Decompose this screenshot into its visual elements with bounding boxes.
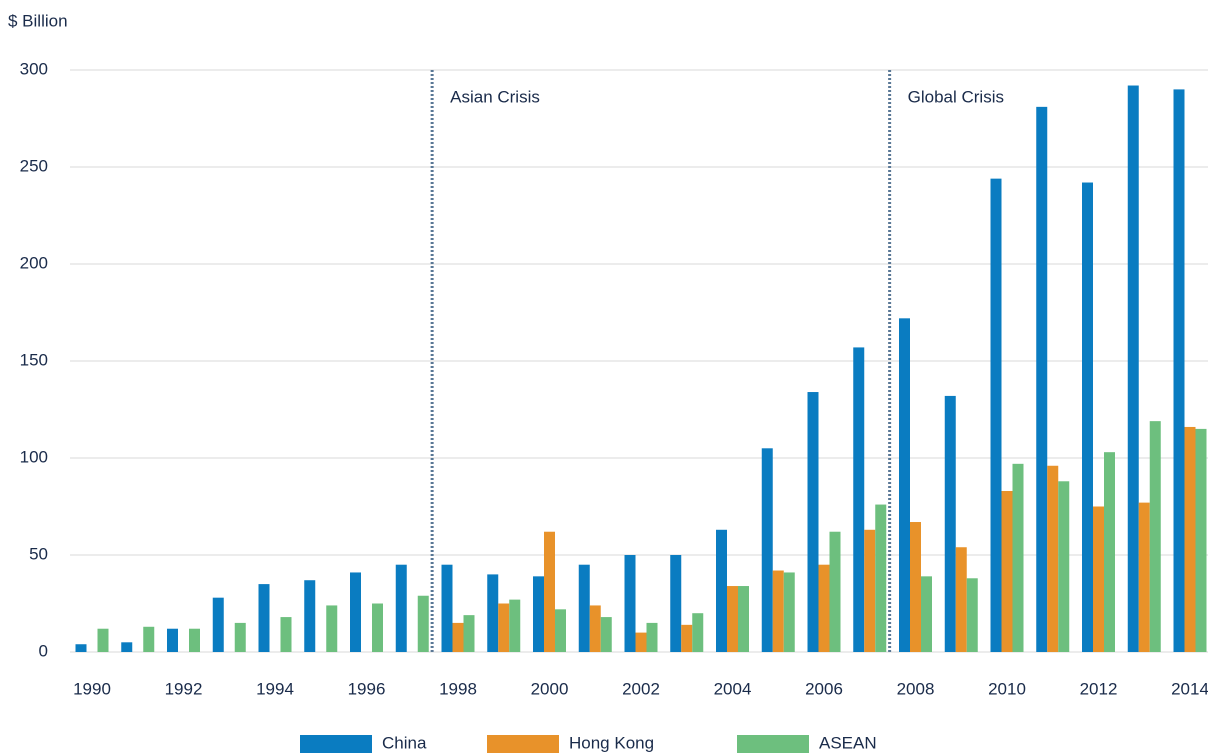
x-tick-label: 1998 <box>439 679 477 698</box>
x-tick-label: 2014 <box>1171 679 1208 698</box>
y-tick-label: 200 <box>20 253 48 272</box>
bar <box>681 624 693 652</box>
bar <box>452 622 464 652</box>
bar <box>417 595 429 652</box>
bar <box>544 531 555 652</box>
bar <box>589 605 601 652</box>
y-axis-label: $ Billion <box>8 11 68 30</box>
bar <box>555 609 566 652</box>
x-tick-label: 2008 <box>897 679 935 698</box>
bar <box>1127 85 1139 652</box>
bar <box>326 605 338 652</box>
x-tick-label: 2010 <box>988 679 1026 698</box>
bar <box>738 586 749 652</box>
bar <box>1104 452 1115 652</box>
y-tick-label: 100 <box>20 447 48 466</box>
bar <box>818 564 830 652</box>
legend-swatch <box>487 735 559 753</box>
annotation: Asian Crisis <box>450 87 540 106</box>
x-tick-label: 1994 <box>256 679 294 698</box>
x-tick-label: 2006 <box>805 679 843 698</box>
bar <box>990 178 1002 652</box>
bar <box>533 576 544 652</box>
bar <box>1047 465 1059 652</box>
bar <box>624 555 636 652</box>
x-tick-label: 2002 <box>622 679 660 698</box>
bar <box>761 448 773 652</box>
x-tick-label: 1990 <box>73 679 111 698</box>
bar <box>875 504 887 652</box>
bar <box>727 586 738 652</box>
bar <box>280 617 292 652</box>
x-tick-label: 1996 <box>348 679 386 698</box>
bar <box>966 578 978 652</box>
bar <box>1184 426 1196 652</box>
bar <box>1195 428 1207 652</box>
bar <box>716 529 727 652</box>
bar <box>75 644 87 652</box>
bar <box>692 613 704 652</box>
bar <box>829 531 841 652</box>
legend-label: ASEAN <box>819 733 877 752</box>
bar <box>350 572 361 652</box>
bar <box>212 597 224 652</box>
bar <box>944 395 956 652</box>
y-tick-label: 150 <box>20 350 48 369</box>
bar <box>97 628 109 652</box>
bar <box>955 547 967 652</box>
bar <box>167 628 178 652</box>
bar <box>646 622 658 652</box>
bar <box>1058 481 1070 652</box>
legend-swatch <box>737 735 809 753</box>
bar <box>853 347 865 652</box>
bar <box>783 572 795 652</box>
bar <box>395 564 407 652</box>
x-tick-label: 2000 <box>531 679 569 698</box>
bar <box>910 522 921 652</box>
legend-swatch <box>300 735 372 753</box>
bar <box>258 584 270 652</box>
bar <box>1082 182 1093 652</box>
annotation: Global Crisis <box>908 87 1004 106</box>
legend-label: Hong Kong <box>569 733 654 752</box>
y-tick-label: 50 <box>29 544 48 563</box>
bar <box>1149 421 1161 652</box>
bar <box>441 564 453 652</box>
y-tick-label: 0 <box>39 641 48 660</box>
bar <box>864 529 876 652</box>
bar <box>143 626 155 652</box>
bar <box>1173 89 1185 652</box>
y-tick-label: 300 <box>20 59 48 78</box>
bar <box>372 603 383 652</box>
bar <box>578 564 590 652</box>
bar <box>121 642 133 652</box>
legend-label: China <box>382 733 427 752</box>
bar <box>498 603 510 652</box>
x-tick-label: 1992 <box>165 679 203 698</box>
bar <box>772 570 784 652</box>
bar <box>1036 106 1048 653</box>
bar <box>234 622 246 652</box>
x-tick-label: 2012 <box>1080 679 1118 698</box>
bar <box>921 576 932 652</box>
y-tick-label: 250 <box>20 156 48 175</box>
bar <box>487 574 499 652</box>
bar <box>600 617 612 652</box>
bar <box>509 599 521 652</box>
bar <box>1138 502 1150 652</box>
bar <box>1093 506 1104 652</box>
bar <box>1012 463 1024 652</box>
bar <box>807 392 819 652</box>
bar <box>899 318 910 652</box>
bar <box>635 632 647 652</box>
bar <box>670 555 682 652</box>
bar <box>189 628 200 652</box>
bar <box>1001 490 1013 652</box>
bar <box>463 615 475 652</box>
x-tick-label: 2004 <box>714 679 752 698</box>
bar <box>304 580 316 652</box>
